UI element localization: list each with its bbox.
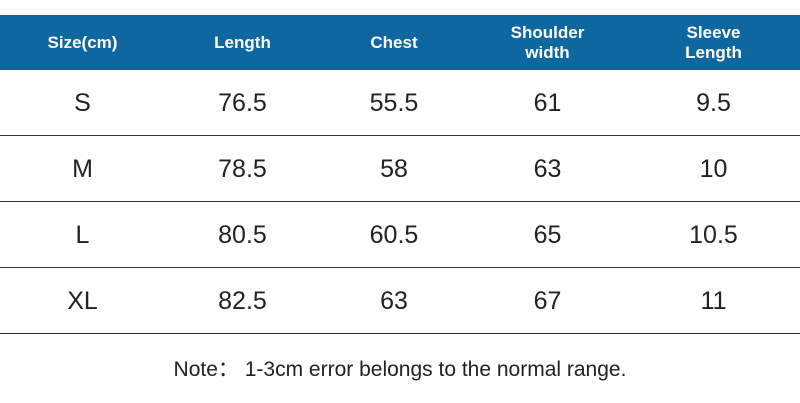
table-cell: 82.5 [218, 286, 267, 315]
header-text: Sleeve Length [685, 22, 742, 62]
table-row: S 76.5 55.5 61 9.5 [0, 70, 800, 136]
table-cell: 9.5 [696, 88, 731, 117]
table-cell: 63 [380, 286, 408, 315]
header-text: Shoulder width [510, 22, 585, 62]
table-row: XL 82.5 63 67 11 [0, 268, 800, 334]
header-cell: Chest [320, 15, 468, 70]
table-cell: S [74, 88, 91, 117]
header-cell: Size(cm) [0, 15, 165, 70]
table-row: M 78.5 58 63 10 [0, 136, 800, 202]
table-cell: 10.5 [689, 220, 738, 249]
header-row: Size(cm) Length Chest Shoulder width Sleeve … [0, 15, 800, 70]
header-cell: Length [165, 15, 320, 70]
table-cell: 63 [533, 154, 562, 183]
table-cell: 11 [700, 286, 727, 315]
header-text: Length [214, 32, 271, 52]
table-cell: 67 [533, 286, 562, 315]
header-text: Size(cm) [47, 32, 118, 52]
table-row: L 80.5 60.5 65 10.5 [0, 202, 800, 268]
table-cell: 55.5 [369, 88, 419, 117]
header-cell: Sleeve Length [627, 15, 800, 70]
header-cell: Shoulder width [468, 15, 627, 70]
table-cell: 61 [533, 88, 562, 117]
table-cell: 78.5 [218, 154, 267, 183]
table-cell: 10 [699, 154, 728, 183]
table-cell: M [72, 154, 93, 183]
table-cell: 60.5 [369, 220, 419, 249]
table-cell: 65 [533, 220, 562, 249]
table-cell: 80.5 [218, 220, 267, 249]
size-table: Size(cm) Length Chest Shoulder width Sleeve … [0, 15, 800, 334]
table-cell: XL [67, 286, 98, 315]
table-cell: 76.5 [218, 88, 267, 117]
note: Note： 1-3cm error belongs to the normal … [173, 358, 627, 381]
header-text: Chest [370, 32, 418, 52]
table-cell: L [75, 220, 90, 249]
table-cell: 58 [380, 154, 408, 183]
